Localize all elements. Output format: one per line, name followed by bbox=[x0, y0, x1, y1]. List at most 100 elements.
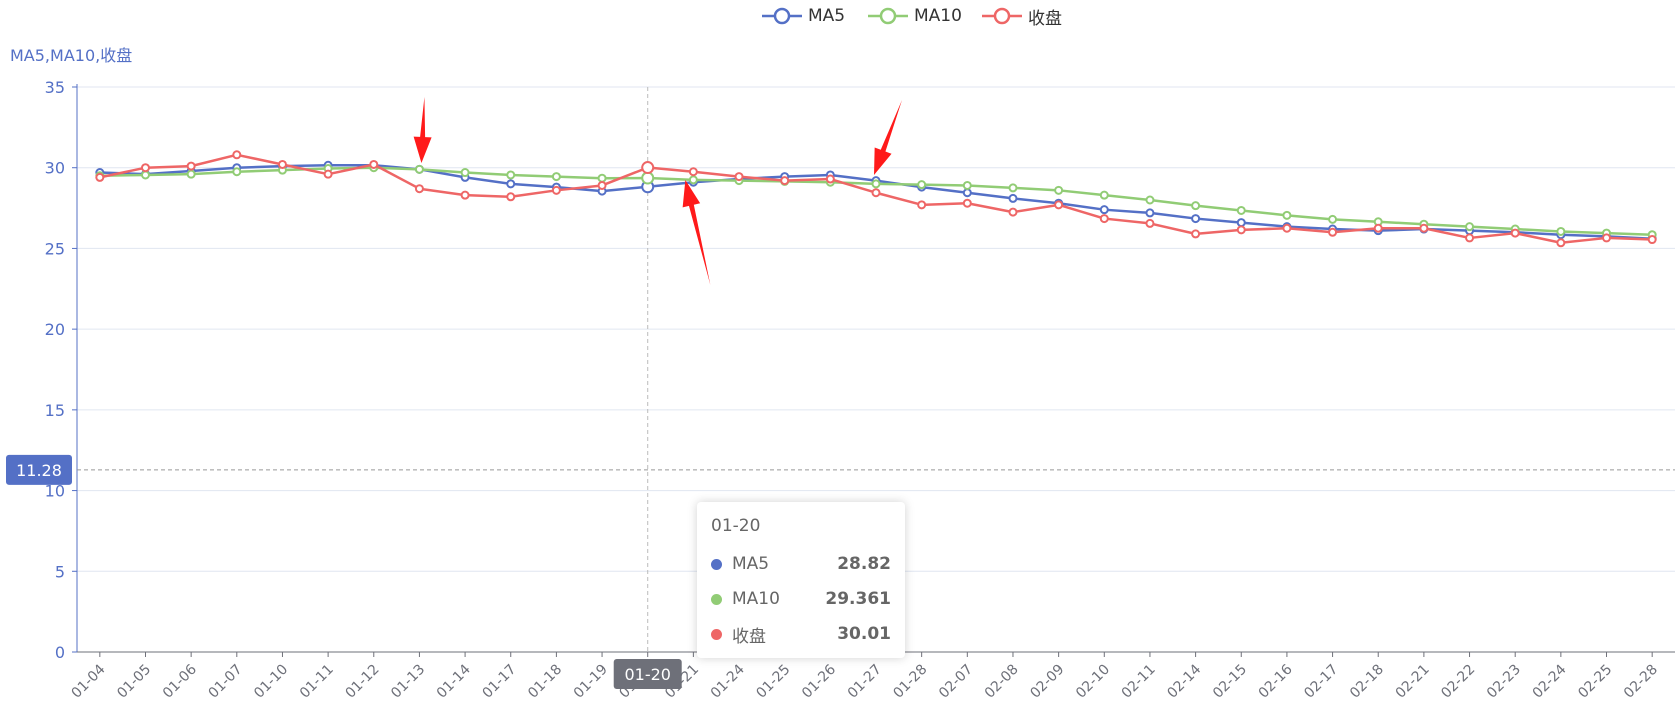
series-point-2 bbox=[1602, 233, 1612, 243]
series-point-1 bbox=[641, 171, 655, 185]
y-tick-label: 0 bbox=[55, 643, 65, 662]
series-point-2 bbox=[140, 163, 150, 173]
x-tick-label: 01-25 bbox=[753, 662, 793, 702]
series-point-1 bbox=[1008, 183, 1018, 193]
tooltip-value-ma10: 29.361 bbox=[825, 589, 891, 609]
series-point-2 bbox=[1145, 218, 1155, 228]
series-point-1 bbox=[460, 168, 470, 178]
x-tick-label: 01-17 bbox=[479, 662, 519, 702]
legend-marker-ma10 bbox=[868, 7, 908, 25]
x-tick-label: 01-07 bbox=[206, 662, 246, 702]
series-point-0 bbox=[1008, 193, 1018, 203]
series-point-1 bbox=[1145, 195, 1155, 205]
series-point-2 bbox=[1282, 223, 1292, 233]
series-point-2 bbox=[1054, 200, 1064, 210]
series-point-1 bbox=[1054, 185, 1064, 195]
legend-item-ma10[interactable]: MA10 bbox=[868, 4, 962, 28]
tooltip-row-close: 收盘 30.01 bbox=[711, 621, 891, 647]
legend-label-close: 收盘 bbox=[1028, 8, 1062, 29]
series-point-2 bbox=[641, 161, 655, 175]
tooltip: 01-20 MA5 28.82 MA10 29.361 收盘 30.01 bbox=[697, 502, 905, 658]
legend-item-ma5[interactable]: MA5 bbox=[762, 4, 845, 28]
x-tick-label: 01-19 bbox=[571, 662, 611, 702]
series-point-1 bbox=[871, 179, 881, 189]
tooltip-dot-close bbox=[711, 628, 722, 640]
series-point-2 bbox=[1236, 225, 1246, 235]
y-tick-label: 25 bbox=[45, 239, 65, 258]
series-point-2 bbox=[277, 159, 287, 169]
series-point-2 bbox=[1556, 238, 1566, 248]
series-point-2 bbox=[551, 185, 561, 195]
series-point-1 bbox=[506, 170, 516, 180]
series-point-1 bbox=[917, 180, 927, 190]
x-pointer-label: 01-20 bbox=[624, 665, 671, 684]
x-tick-label: 02-23 bbox=[1484, 662, 1524, 702]
series-point-0 bbox=[962, 188, 972, 198]
x-pointer-badge bbox=[613, 659, 682, 689]
series-point-2 bbox=[95, 172, 105, 182]
series-point-2 bbox=[1191, 229, 1201, 239]
series-point-1 bbox=[232, 167, 242, 177]
series-point-1 bbox=[962, 180, 972, 190]
x-tick-label: 01-11 bbox=[297, 662, 337, 702]
tooltip-name-close: 收盘 bbox=[732, 626, 766, 647]
y-tick-label: 10 bbox=[45, 482, 65, 501]
series-point-2 bbox=[506, 192, 516, 202]
x-tick-label: 01-12 bbox=[343, 662, 383, 702]
x-tick-label: 02-28 bbox=[1621, 662, 1661, 702]
series-point-2 bbox=[1465, 233, 1475, 243]
series-point-2 bbox=[597, 180, 607, 190]
x-tick-label: 01-28 bbox=[890, 662, 930, 702]
x-tick-label: 01-26 bbox=[799, 661, 839, 701]
series-point-2 bbox=[186, 161, 196, 171]
y-tick-label: 20 bbox=[45, 320, 65, 339]
annotation-arrow bbox=[874, 100, 902, 175]
annotation-arrow bbox=[413, 97, 432, 163]
tooltip-dot-ma10 bbox=[711, 593, 722, 605]
x-tick-label: 01-04 bbox=[69, 661, 109, 701]
series-point-1 bbox=[1099, 190, 1109, 200]
series-point-0 bbox=[1145, 208, 1155, 218]
tooltip-value-ma5: 28.82 bbox=[837, 554, 891, 574]
series-point-1 bbox=[1556, 226, 1566, 236]
x-tick-label: 01-27 bbox=[845, 662, 885, 702]
tooltip-row-ma10: MA10 29.361 bbox=[711, 586, 891, 612]
y-tick-label: 30 bbox=[45, 159, 65, 178]
series-point-2 bbox=[780, 176, 790, 186]
series-point-2 bbox=[1419, 223, 1429, 233]
tooltip-title: 01-20 bbox=[711, 516, 761, 536]
y-tick-label: 5 bbox=[55, 562, 65, 581]
series-point-2 bbox=[688, 167, 698, 177]
x-tick-label: 02-17 bbox=[1301, 662, 1341, 702]
series-point-2 bbox=[825, 174, 835, 184]
x-tick-label: 02-14 bbox=[1164, 661, 1204, 701]
legend-marker-ma5 bbox=[762, 7, 802, 25]
x-tick-label: 01-05 bbox=[114, 662, 154, 702]
series-point-2 bbox=[369, 159, 379, 169]
series-point-1 bbox=[1236, 205, 1246, 215]
x-tick-label: 02-18 bbox=[1347, 662, 1387, 702]
series-point-2 bbox=[917, 200, 927, 210]
series-point-2 bbox=[232, 150, 242, 160]
x-tick-label: 02-07 bbox=[936, 662, 976, 702]
legend-item-close[interactable]: 收盘 bbox=[982, 4, 1062, 29]
series-point-2 bbox=[1373, 223, 1383, 233]
series-point-0 bbox=[1236, 218, 1246, 228]
series-point-2 bbox=[414, 184, 424, 194]
tooltip-dot-ma5 bbox=[711, 558, 722, 570]
x-tick-label: 01-14 bbox=[434, 661, 474, 701]
x-tick-label: 02-16 bbox=[1256, 661, 1296, 701]
tooltip-name-ma5: MA5 bbox=[732, 554, 770, 574]
series-point-2 bbox=[1099, 214, 1109, 224]
legend-marker-close bbox=[982, 7, 1022, 25]
x-tick-label: 01-13 bbox=[388, 662, 428, 702]
x-tick-label: 02-21 bbox=[1393, 662, 1433, 702]
y-pointer-label: 11.28 bbox=[16, 461, 62, 480]
series-point-1 bbox=[688, 175, 698, 185]
x-tick-label: 01-06 bbox=[160, 661, 200, 701]
x-tick-label: 01-18 bbox=[525, 662, 565, 702]
annotation-arrow bbox=[682, 180, 711, 285]
y-pointer-badge bbox=[6, 454, 72, 485]
series-point-1 bbox=[1465, 222, 1475, 232]
